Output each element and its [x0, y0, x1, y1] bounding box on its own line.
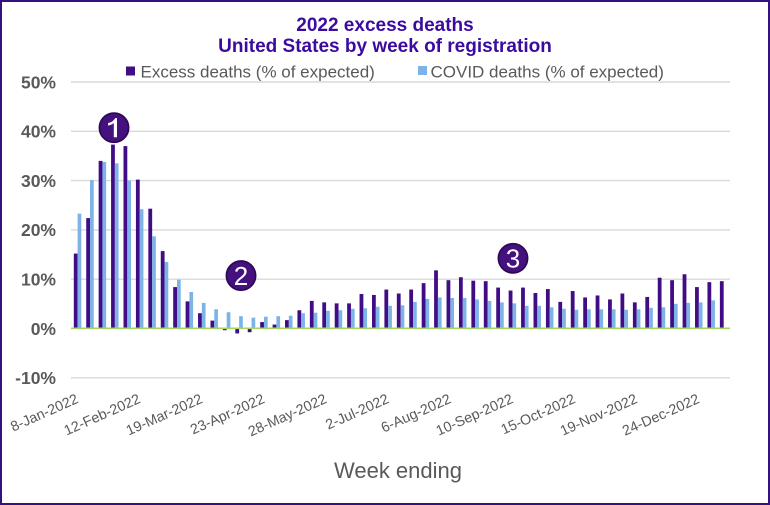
svg-text:20%: 20%	[21, 220, 56, 240]
svg-text:United States by week of regis: United States by week of registration	[218, 36, 552, 57]
svg-text:50%: 50%	[21, 72, 56, 92]
svg-text:Excess deaths (% of expected): Excess deaths (% of expected)	[141, 62, 375, 81]
svg-text:30%: 30%	[21, 171, 56, 191]
svg-text:-10%: -10%	[15, 368, 56, 388]
svg-text:2: 2	[234, 261, 248, 291]
svg-text:COVID deaths (% of expected): COVID deaths (% of expected)	[431, 62, 664, 81]
svg-text:2022 excess deaths: 2022 excess deaths	[296, 15, 473, 36]
svg-text:40%: 40%	[21, 122, 56, 142]
svg-text:10%: 10%	[21, 270, 56, 290]
svg-text:0%: 0%	[31, 319, 57, 339]
svg-text:3: 3	[506, 244, 520, 274]
svg-text:Week ending: Week ending	[334, 458, 462, 483]
